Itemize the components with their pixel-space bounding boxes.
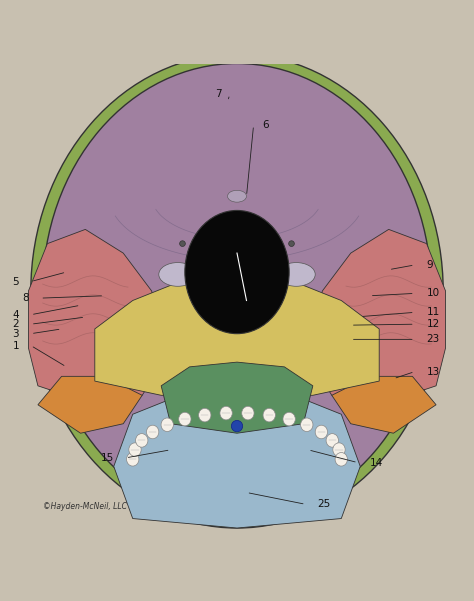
Ellipse shape	[31, 54, 443, 528]
Ellipse shape	[220, 406, 232, 420]
Ellipse shape	[315, 426, 328, 439]
Ellipse shape	[228, 191, 246, 202]
Text: 9: 9	[427, 260, 433, 270]
Text: 13: 13	[427, 367, 440, 377]
Polygon shape	[332, 376, 436, 433]
Ellipse shape	[263, 408, 275, 422]
Circle shape	[289, 241, 294, 246]
Text: 14: 14	[370, 457, 383, 468]
Text: 15: 15	[100, 453, 114, 463]
Ellipse shape	[199, 408, 211, 422]
Text: 5: 5	[12, 276, 19, 287]
Ellipse shape	[161, 418, 173, 432]
Ellipse shape	[127, 453, 139, 466]
Polygon shape	[161, 362, 313, 433]
Text: 25: 25	[318, 499, 331, 509]
Polygon shape	[38, 376, 142, 433]
Ellipse shape	[185, 210, 289, 334]
Text: ©Hayden-McNeil, LLC: ©Hayden-McNeil, LLC	[43, 502, 128, 511]
Ellipse shape	[136, 433, 148, 447]
Ellipse shape	[333, 443, 345, 456]
Text: 23: 23	[427, 334, 440, 344]
Circle shape	[231, 421, 243, 432]
Polygon shape	[308, 230, 446, 405]
Ellipse shape	[335, 453, 347, 466]
Ellipse shape	[179, 412, 191, 426]
Text: 6: 6	[262, 120, 269, 130]
Ellipse shape	[43, 64, 431, 519]
Text: 10: 10	[427, 288, 440, 298]
Text: 8: 8	[22, 293, 28, 303]
Ellipse shape	[146, 426, 159, 439]
Polygon shape	[28, 230, 166, 405]
Circle shape	[180, 241, 185, 246]
Ellipse shape	[326, 433, 338, 447]
Polygon shape	[95, 277, 379, 395]
Text: 11: 11	[427, 307, 440, 317]
Text: 7: 7	[215, 90, 221, 99]
Ellipse shape	[283, 412, 295, 426]
Text: 12: 12	[427, 319, 440, 329]
Text: 2: 2	[12, 319, 19, 329]
Ellipse shape	[301, 418, 313, 432]
Text: 4: 4	[12, 310, 19, 320]
Ellipse shape	[242, 406, 254, 420]
Text: 3: 3	[12, 329, 19, 339]
Polygon shape	[114, 391, 360, 528]
Ellipse shape	[277, 263, 315, 286]
Text: 1: 1	[12, 341, 19, 350]
Ellipse shape	[129, 443, 141, 456]
Ellipse shape	[159, 263, 197, 286]
